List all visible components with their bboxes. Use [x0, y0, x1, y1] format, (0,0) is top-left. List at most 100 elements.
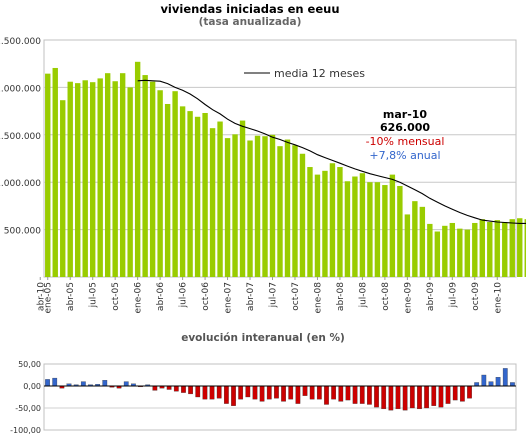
main-bar [254, 135, 261, 277]
main-bar [202, 112, 208, 277]
yoy-bar [173, 385, 179, 392]
main-bar [217, 121, 223, 277]
yoy-bar [331, 385, 337, 400]
main-bar [75, 83, 81, 277]
main-bar [187, 111, 193, 277]
main-bar [352, 176, 358, 277]
main-x-tick-label: ene-08 [313, 282, 323, 314]
yoy-bar [481, 374, 487, 387]
secondary-chart-title: evolución interanual (en %) [181, 332, 345, 344]
main-x-tick-label: abr-09 [426, 282, 436, 311]
yoy-bar [359, 385, 365, 404]
yoy-bar [188, 385, 193, 395]
yoy-bar [445, 385, 451, 404]
main-bar [374, 182, 381, 277]
yoy-bar [238, 385, 244, 400]
yoy-bar [459, 385, 465, 402]
main-x-tick-label: jul-07 [269, 282, 279, 308]
yoy-bar [80, 381, 86, 387]
main-bar [127, 87, 133, 278]
yoy-bar [345, 385, 351, 401]
main-bar [284, 139, 291, 277]
main-x-tick-label: jul-08 [358, 282, 368, 309]
main-bar [397, 185, 403, 277]
main-bar [97, 78, 103, 277]
yoy-bar [216, 385, 222, 399]
main-bar [307, 167, 313, 277]
main-bar [247, 140, 253, 277]
main-bar [464, 229, 470, 277]
yoy-bar [324, 385, 329, 405]
main-bar [52, 67, 58, 277]
main-bar [367, 182, 373, 277]
yoy-bar [274, 385, 279, 399]
yoy-bar [252, 385, 258, 400]
main-y-tick-label: 2.000.000 [0, 84, 41, 94]
main-bar [457, 228, 463, 277]
yoy-y-tick-labels: -100,00 -50,00 0,00 50,00 [10, 360, 41, 435]
yoy-bar [381, 385, 387, 410]
main-x-tick-label: ene-06 [134, 282, 144, 314]
yoy-bar [338, 385, 344, 402]
main-bar [472, 222, 478, 277]
main-bar [487, 222, 493, 277]
main-y-tick-label: 2.500.000 [0, 37, 41, 47]
main-bar [194, 116, 201, 278]
main-x-tick-label: ene-10 [493, 282, 503, 314]
yoy-bar [467, 385, 472, 399]
main-x-tick-label: ene-05 [44, 282, 54, 313]
main-bar [269, 134, 276, 277]
yoy-bar [316, 385, 322, 400]
main-x-tick-label: jul-06 [179, 282, 189, 309]
yoy-bar [502, 368, 508, 387]
yoy-bar [166, 385, 172, 390]
main-bar [224, 138, 231, 277]
yoy-bar [245, 385, 251, 398]
main-bar [337, 167, 343, 277]
main-x-tick-label: ene-07 [224, 282, 234, 313]
main-bar [517, 218, 523, 277]
main-bar [314, 174, 321, 277]
yoy-bar [231, 385, 236, 406]
main-y-tick-labels: 500.000 1.000.000 1.500.000 2.000.000 2.500.… [0, 37, 41, 237]
main-bar [434, 231, 441, 277]
main-bar [359, 173, 366, 277]
yoy-bar [152, 385, 158, 391]
main-bar [524, 219, 526, 277]
main-x-tick-label: abr-06 [156, 282, 166, 311]
yoy-bar [181, 385, 186, 393]
yoy-bar [45, 379, 50, 387]
main-bar [209, 128, 216, 277]
main-bar [179, 106, 186, 277]
yoy-bar [395, 385, 401, 410]
legend: media 12 meses [244, 67, 365, 80]
yoy-bar [223, 385, 229, 404]
main-bar [479, 219, 485, 277]
moving-average-line [137, 79, 526, 224]
main-bar [509, 219, 515, 277]
yoy-bar [195, 385, 201, 398]
main-bar [494, 220, 500, 277]
main-bar [419, 206, 426, 277]
main-y-tick-label: 1.000.000 [0, 179, 41, 189]
main-bar [90, 82, 96, 277]
main-bar [67, 81, 73, 277]
annotation-annual-change: +7,8% anual [369, 149, 440, 162]
main-bar [322, 170, 328, 277]
yoy-bar-chart: -100,00 -50,00 0,00 50,00 [10, 360, 517, 435]
main-bar [329, 163, 336, 277]
yoy-bar [409, 385, 415, 409]
main-bar [427, 223, 433, 277]
annotation-value: 626.000 [380, 121, 430, 134]
main-bar [382, 185, 388, 277]
yoy-bar [202, 385, 208, 400]
yoy-bar [402, 385, 408, 411]
main-x-tick-labels: ene-05 abr-05 jul-05 oct-05 ene-06 abr-06 jul-… [36, 277, 503, 313]
annotation-month: mar-10 [383, 108, 428, 121]
main-bar [134, 61, 141, 277]
main-bar [239, 120, 246, 277]
yoy-bar [123, 381, 129, 387]
main-x-tick-label: abr-07 [246, 282, 256, 311]
yoy-bar [259, 385, 265, 402]
main-bar [292, 145, 298, 277]
